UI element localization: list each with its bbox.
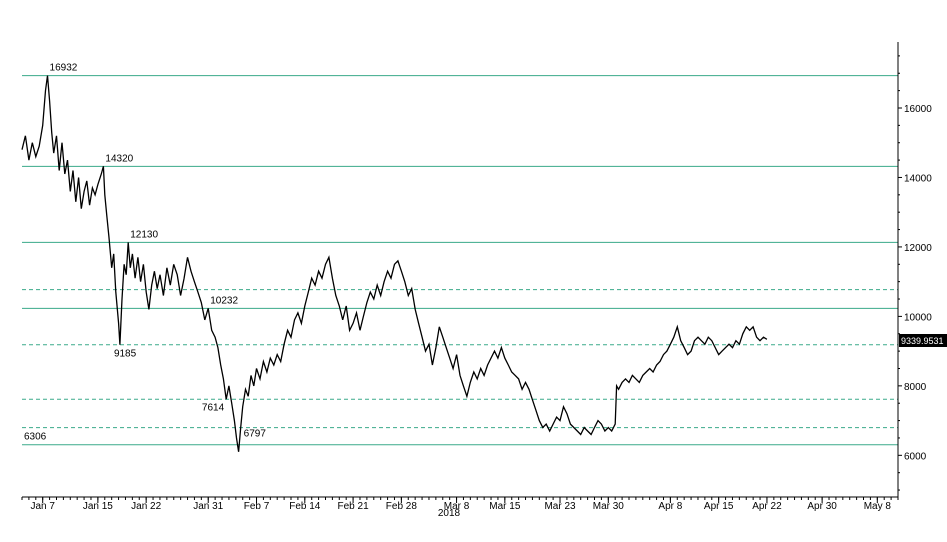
last-value-box (899, 334, 947, 347)
y-tick-label: 16000 (904, 104, 932, 115)
y-tick-label: 8000 (904, 382, 927, 393)
x-tick-label: Feb 28 (386, 501, 418, 512)
last-value-label: 9339.9531 (901, 336, 944, 346)
x-tick-label: Feb 7 (244, 501, 270, 512)
y-tick-label: 10000 (904, 312, 932, 323)
level-label-12130: 12130 (130, 229, 158, 240)
level-label-9185: 9185 (114, 349, 137, 360)
level-label-10232: 10232 (210, 295, 238, 306)
x-tick-label: Mar 15 (489, 501, 521, 512)
x-tick-label: Jan 15 (83, 501, 113, 512)
level-annotations: 16932 14320 12130 10232 9185 7614 6797 6306 (24, 63, 266, 443)
x-tick-label: Apr 22 (752, 501, 782, 512)
level-label-16932: 16932 (50, 63, 78, 74)
level-label-6797: 6797 (244, 429, 267, 440)
x-tick-label: Apr 15 (704, 501, 734, 512)
x-axis-ticks: Jan 7 Jan 15 Jan 22 Jan 31 Feb 7 Feb 14 Feb 21… (21, 497, 899, 512)
level-label-7614: 7614 (202, 402, 225, 413)
x-axis-year-label: 2018 (438, 508, 461, 519)
level-lines (22, 75, 898, 446)
y-tick-label: 12000 (904, 243, 932, 254)
price-series-line (21, 75, 768, 452)
x-tick-label: Feb 14 (289, 501, 321, 512)
x-tick-label: Mar 23 (544, 501, 576, 512)
x-tick-label: Jan 22 (131, 501, 161, 512)
y-tick-label: 14000 (904, 173, 932, 184)
level-label-14320: 14320 (105, 153, 133, 164)
x-tick-label: Apr 8 (658, 501, 682, 512)
x-tick-label: May 8 (864, 501, 892, 512)
y-tick-label: 6000 (904, 451, 927, 462)
x-tick-label: Mar 8 (444, 501, 470, 512)
x-tick-label: Mar 30 (593, 501, 625, 512)
x-tick-label: Jan 31 (193, 501, 223, 512)
level-label-6306: 6306 (24, 432, 47, 443)
x-tick-label: Apr 30 (807, 501, 837, 512)
y-axis-ticks: 6000 8000 10000 12000 14000 16000 (898, 55, 932, 491)
x-tick-label: Jan 7 (30, 501, 55, 512)
x-tick-label: Feb 21 (338, 501, 370, 512)
